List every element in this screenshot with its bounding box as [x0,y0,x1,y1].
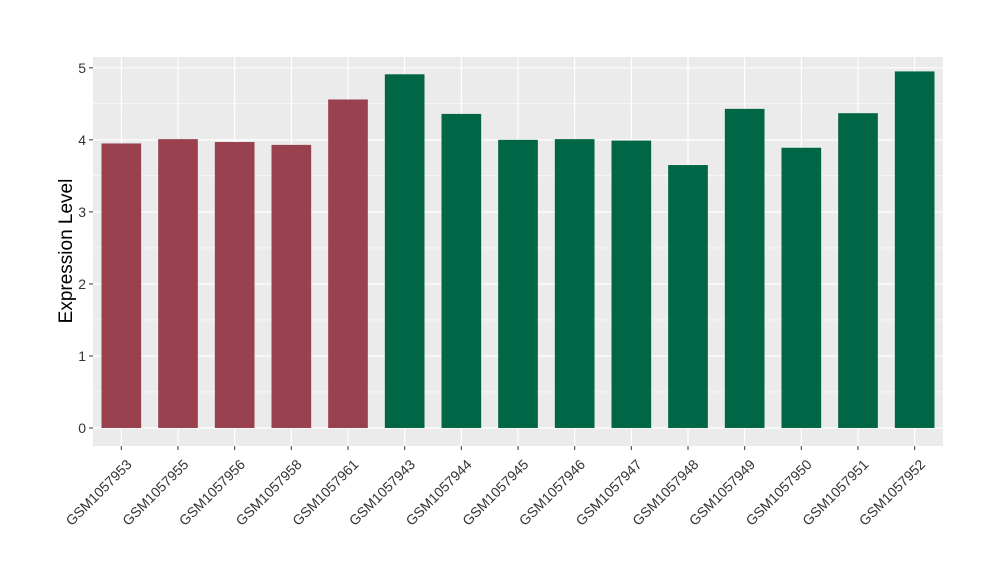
y-tick-label: 4 [78,132,86,148]
bar-GSM1057958 [271,144,312,428]
bar-GSM1057945 [498,139,538,428]
bar-GSM1057948 [668,165,708,428]
bar-GSM1057947 [611,140,652,428]
bar-GSM1057949 [724,108,765,428]
y-axis-title: Expression Level [56,179,77,324]
bar-GSM1057946 [554,139,595,428]
y-tick-label: 3 [78,204,86,220]
x-axis: GSM1057953GSM1057955GSM1057956GSM1057958… [62,446,928,529]
y-tick-label: 5 [78,60,86,76]
y-axis: 0 1 2 3 4 5 [78,60,93,436]
bar-GSM1057944 [441,113,482,428]
y-tick-label: 2 [78,276,86,292]
bar-GSM1057953 [101,143,142,428]
bar-GSM1057950 [781,147,822,428]
bar-GSM1057956 [214,142,255,428]
bar-GSM1057943 [384,74,425,428]
bar-GSM1057961 [328,99,368,428]
bar-GSM1057955 [158,139,198,428]
bars [101,71,935,428]
bar-GSM1057952 [894,71,935,428]
bar-GSM1057951 [838,113,878,428]
y-tick-label: 0 [78,420,86,436]
y-tick-label: 1 [78,348,86,364]
